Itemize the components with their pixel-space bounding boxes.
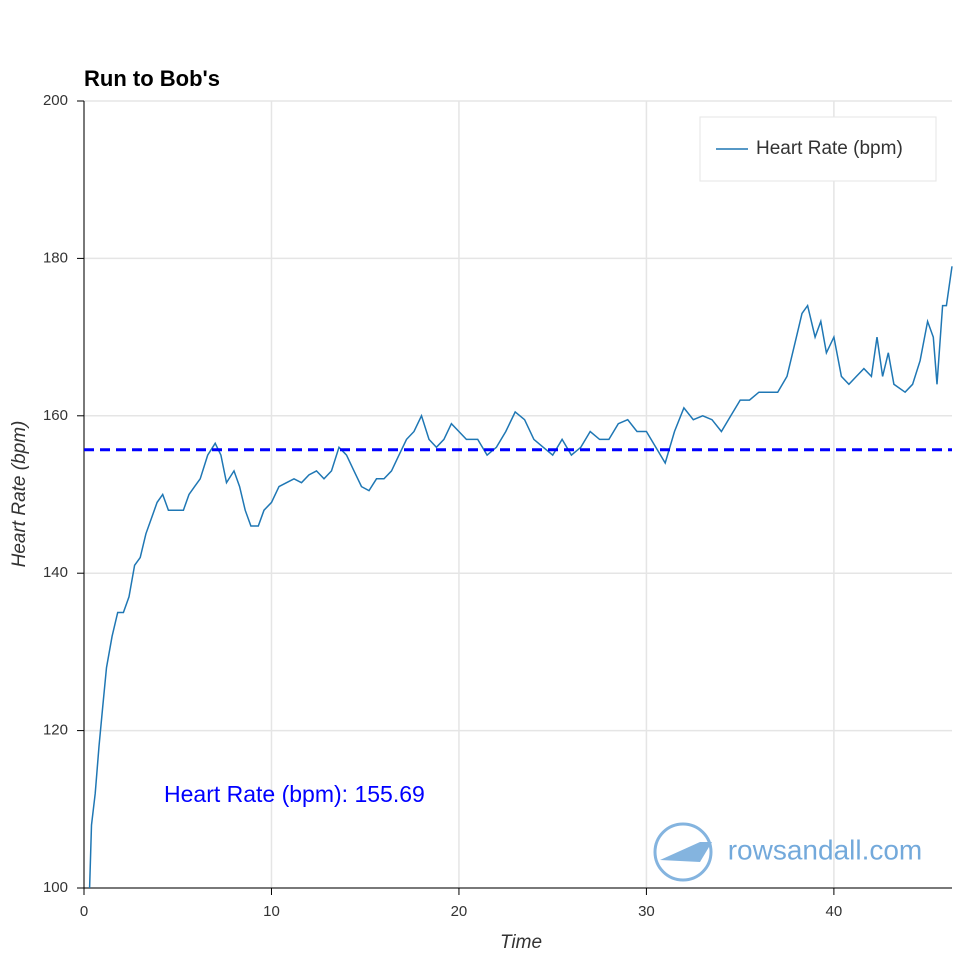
legend-box: [699, 116, 937, 182]
y-tick-label: 120: [43, 722, 68, 739]
x-tick-label: 30: [638, 903, 655, 920]
x-tick-label: 10: [263, 903, 280, 920]
x-tick-label: 0: [80, 903, 88, 920]
x-axis-label: Time: [500, 932, 542, 953]
watermark: rowsandall.com: [728, 834, 923, 865]
x-tick-label: 20: [451, 903, 468, 920]
mean-annotation: Heart Rate (bpm): 155.69: [164, 781, 425, 807]
grid: [83, 100, 952, 889]
y-tick-label: 200: [43, 92, 68, 109]
y-tick-label: 160: [43, 407, 68, 424]
y-axis-label: Heart Rate (bpm): [9, 421, 30, 568]
y-tick-label: 100: [43, 879, 68, 896]
chart-title: Run to Bob's: [84, 66, 220, 91]
x-tick-label: 40: [826, 903, 843, 920]
watermark-logo: [653, 822, 713, 882]
line-series: [88, 266, 953, 889]
y-tick-label: 140: [43, 564, 68, 581]
y-tick-label: 180: [43, 249, 68, 266]
legend-label: Heart Rate (bpm): [756, 138, 903, 159]
